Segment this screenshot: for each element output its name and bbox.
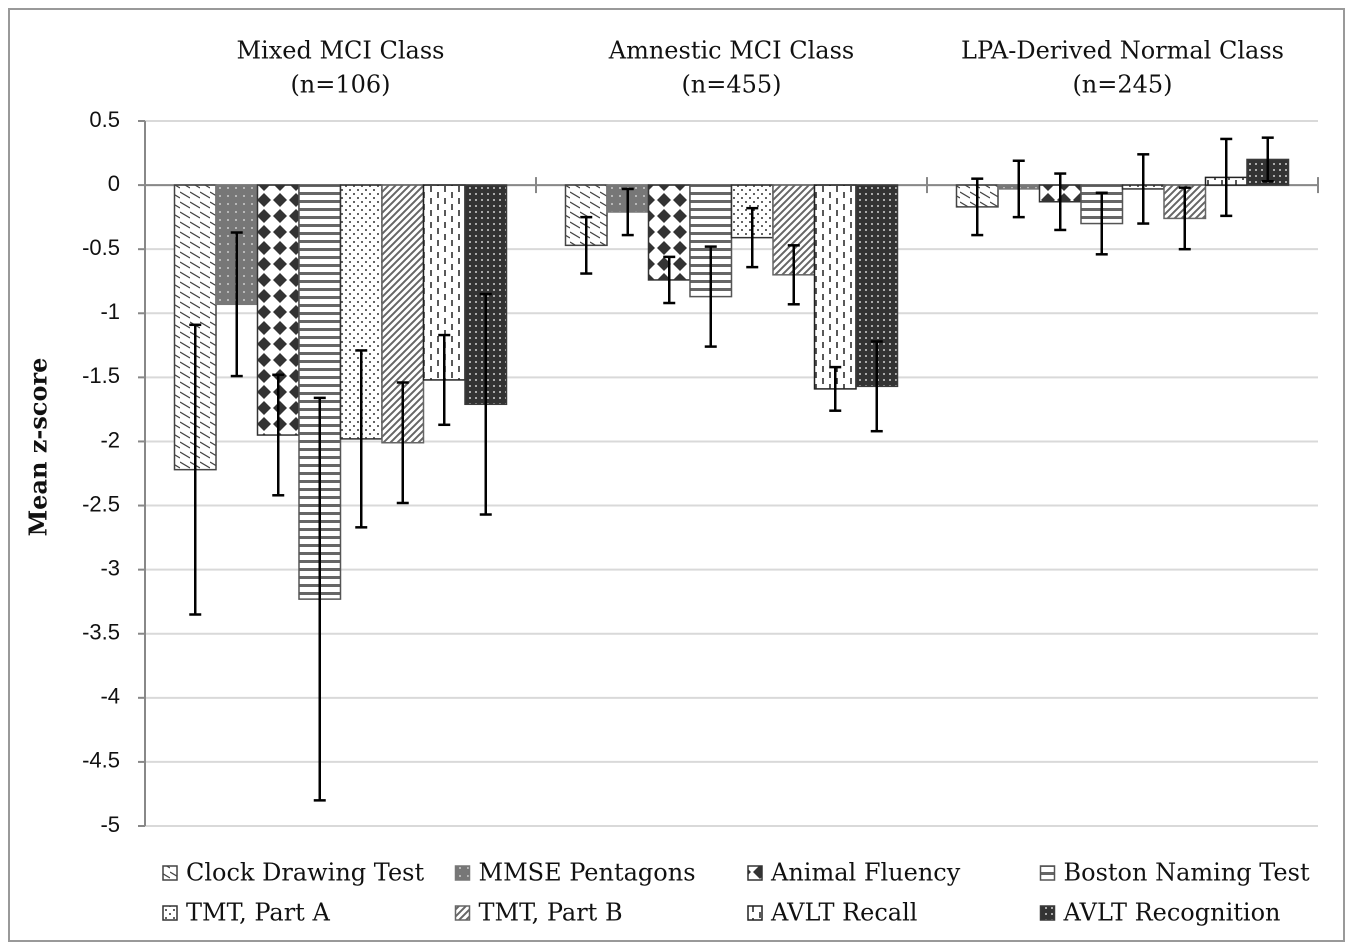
category-label: Amnestic MCI Class bbox=[608, 37, 854, 65]
y-tick-label: -3 bbox=[100, 555, 120, 580]
legend-label: MMSE Pentagons bbox=[479, 859, 696, 887]
y-tick-label: 0 bbox=[108, 171, 120, 196]
legend-swatch bbox=[1039, 905, 1056, 921]
y-tick-label: 0.5 bbox=[89, 107, 120, 132]
legend-label: AVLT Recall bbox=[770, 899, 917, 927]
category-label: Mixed MCI Class bbox=[236, 37, 444, 65]
legend-label: TMT, Part A bbox=[186, 899, 330, 927]
legend-label: Clock Drawing Test bbox=[186, 859, 424, 887]
category-label: LPA-Derived Normal Class bbox=[961, 37, 1284, 65]
y-axis-label: Mean z-score bbox=[24, 358, 53, 537]
category-label: (n=245) bbox=[1072, 71, 1172, 99]
legend-label: Boston Naming Test bbox=[1064, 859, 1310, 887]
y-tick-label: -4.5 bbox=[82, 748, 120, 773]
legend-swatch bbox=[747, 865, 763, 881]
y-tick-label: -1 bbox=[100, 299, 120, 324]
legend-label: Animal Fluency bbox=[770, 859, 961, 887]
category-label: (n=455) bbox=[681, 71, 781, 99]
y-tick-label: -2 bbox=[100, 427, 120, 452]
legend-swatch bbox=[162, 905, 178, 921]
legend-swatch bbox=[162, 865, 178, 881]
y-tick-label: -0.5 bbox=[82, 235, 120, 260]
legend-label: AVLT Recognition bbox=[1063, 899, 1281, 927]
y-tick-label: -1.5 bbox=[82, 363, 120, 388]
y-tick-label: -3.5 bbox=[82, 620, 120, 645]
category-label: (n=106) bbox=[290, 71, 390, 99]
legend-swatch bbox=[1039, 865, 1056, 881]
legend-swatch bbox=[454, 905, 471, 921]
legend-label: TMT, Part B bbox=[479, 899, 623, 927]
y-tick-label: -2.5 bbox=[82, 491, 120, 516]
bar bbox=[813, 184, 857, 390]
frame bbox=[8, 8, 1345, 942]
y-tick-label: -4 bbox=[100, 684, 120, 709]
y-tick-label: -5 bbox=[100, 812, 120, 837]
legend-swatch bbox=[454, 865, 471, 881]
legend-swatch bbox=[747, 905, 763, 921]
